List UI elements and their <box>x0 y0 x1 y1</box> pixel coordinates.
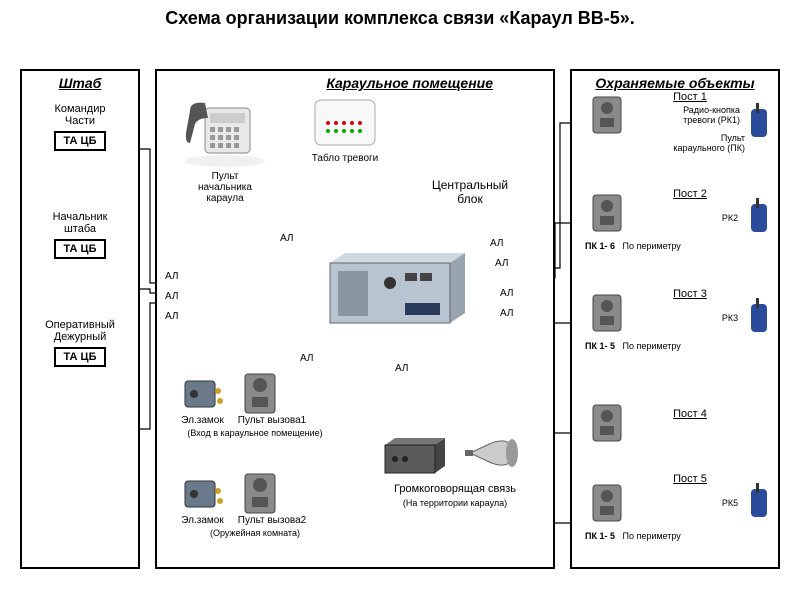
post1-radio-icon <box>748 103 770 146</box>
post5-intercom-icon <box>590 483 624 528</box>
call1-icon <box>240 371 280 421</box>
al-9: АЛ <box>500 288 513 299</box>
ta-box-3: ТА ЦБ <box>54 347 107 367</box>
post4-label: Пост 4 <box>660 408 720 420</box>
console-chief-label: Пультначальникакараула <box>180 171 270 204</box>
central-unit-icon <box>320 243 470 333</box>
post1-intercom-icon <box>590 95 624 140</box>
post1-pk-label: Пульткараульного (ПК) <box>625 133 745 153</box>
rk3-label: РК3 <box>715 313 745 323</box>
post3-label: Пост 3 <box>660 288 720 300</box>
staff-header: Штаб <box>22 71 138 95</box>
pk15b-label: ПК 1- 5 По периметру <box>585 531 775 541</box>
diagram-title: Схема организации комплекса связи «Карау… <box>0 0 800 33</box>
post4-intercom-icon <box>590 403 624 448</box>
pk15-label: ПК 1- 5 По периметру <box>585 341 775 351</box>
al-2: АЛ <box>165 271 178 282</box>
post1-radio-label: Радио-кнопкатревоги (РК1) <box>640 105 740 125</box>
guardroom-header: Караульное помещение <box>157 71 553 95</box>
call2-label: Пульт вызова2 <box>232 515 312 526</box>
al-7: АЛ <box>490 238 503 249</box>
ta-box-2: ТА ЦБ <box>54 239 107 259</box>
call2-sub: (Оружейная комната) <box>195 528 315 538</box>
diagram-canvas: Штаб КомандирЧасти ТА ЦБ Начальникштаба … <box>0 33 800 593</box>
call1-label: Пульт вызова1 <box>232 415 312 426</box>
al-1: АЛ <box>280 233 293 244</box>
loudspeaker-label: Громкоговорящая связь <box>370 483 540 495</box>
al-10: АЛ <box>500 308 513 319</box>
call2-icon <box>240 471 280 521</box>
al-8: АЛ <box>495 258 508 269</box>
al-3: АЛ <box>165 291 178 302</box>
rk5-label: РК5 <box>715 498 745 508</box>
loudspeaker-sub: (На территории караула) <box>380 498 530 508</box>
rk2-label: РК2 <box>715 213 745 223</box>
post5-radio-icon <box>748 483 770 526</box>
staff-commander-label: КомандирЧасти <box>22 103 138 127</box>
phone-icon <box>180 93 270 168</box>
post2-radio-icon <box>748 198 770 241</box>
ta-box-1: ТА ЦБ <box>54 131 107 151</box>
lock1-label: Эл.замок <box>175 415 230 426</box>
central-unit-label: Центральныйблок <box>420 178 520 206</box>
alarm-panel-icon <box>310 95 380 150</box>
al-5: АЛ <box>300 353 313 364</box>
amplifier-icon <box>380 433 450 483</box>
post2-intercom-icon <box>590 193 624 238</box>
staff-chief-label: Начальникштаба <box>22 211 138 235</box>
alarm-panel-label: Табло тревоги <box>295 153 395 164</box>
post3-radio-icon <box>748 298 770 341</box>
post5-label: Пост 5 <box>660 473 720 485</box>
lock2-label: Эл.замок <box>175 515 230 526</box>
post2-label: Пост 2 <box>660 188 720 200</box>
al-4: АЛ <box>165 311 178 322</box>
post3-intercom-icon <box>590 293 624 338</box>
horn-icon <box>460 428 520 483</box>
post1-label: Пост 1 <box>660 91 720 103</box>
staff-column: Штаб КомандирЧасти ТА ЦБ Начальникштаба … <box>20 69 140 569</box>
staff-duty-label: ОперативныйДежурный <box>22 319 138 343</box>
call1-sub: (Вход в караульное помещение) <box>175 428 335 438</box>
lock2-icon <box>180 473 225 518</box>
lock1-icon <box>180 373 225 418</box>
pk16-label: ПК 1- 6 По периметру <box>585 241 775 251</box>
al-6: АЛ <box>395 363 408 374</box>
